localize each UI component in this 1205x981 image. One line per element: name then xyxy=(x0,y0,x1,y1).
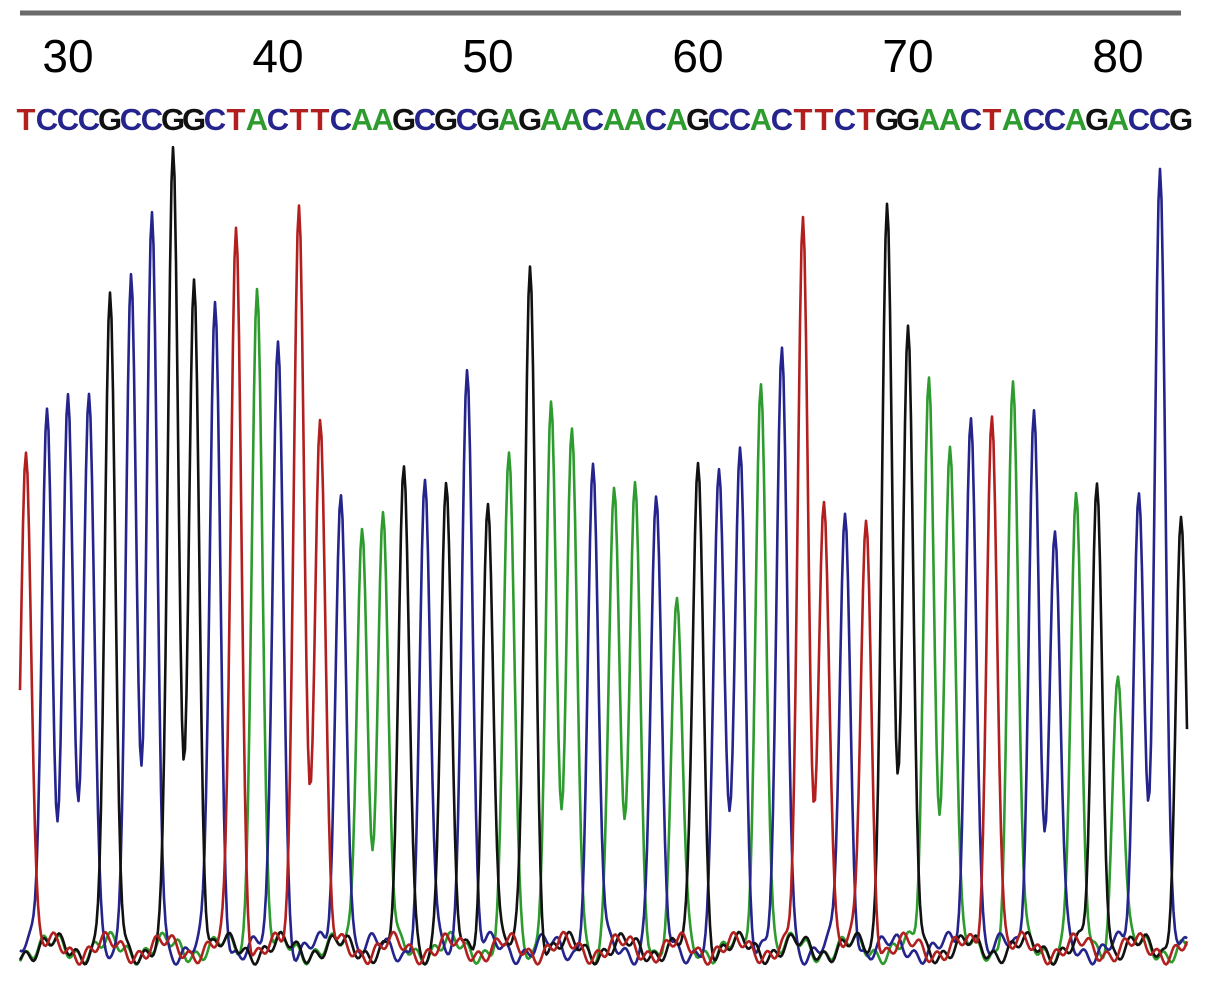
base-call: G xyxy=(896,102,920,137)
base-call: T xyxy=(857,102,876,137)
base-call: A xyxy=(372,102,394,137)
base-call: A xyxy=(498,102,520,137)
base-call: C xyxy=(960,102,982,137)
base-call: C xyxy=(582,102,604,137)
base-call: C xyxy=(78,102,100,137)
position-tick-label: 70 xyxy=(882,30,933,82)
base-call: T xyxy=(311,102,330,137)
base-call: C xyxy=(456,102,478,137)
base-call: G xyxy=(98,102,122,137)
base-call: A xyxy=(624,102,646,137)
base-call: G xyxy=(686,102,710,137)
base-call: C xyxy=(729,102,751,137)
base-call: A xyxy=(666,102,688,137)
base-call: T xyxy=(227,102,246,137)
base-call: C xyxy=(708,102,730,137)
base-call: T xyxy=(17,102,36,137)
base-call: C xyxy=(645,102,667,137)
position-tick-label: 60 xyxy=(672,30,723,82)
base-call: A xyxy=(918,102,940,137)
base-call: G xyxy=(161,102,185,137)
base-call: A xyxy=(750,102,772,137)
trace-line-T xyxy=(18,204,1189,966)
base-call: A xyxy=(246,102,268,137)
position-tick-label: 80 xyxy=(1092,30,1143,82)
base-call: T xyxy=(290,102,309,137)
base-call: C xyxy=(141,102,163,137)
base-call: C xyxy=(330,102,352,137)
trace-area xyxy=(18,145,1189,966)
base-call: A xyxy=(603,102,625,137)
base-call: G xyxy=(518,102,542,137)
position-tick-label: 40 xyxy=(252,30,303,82)
base-call: G xyxy=(392,102,416,137)
position-tick-label: 30 xyxy=(42,30,93,82)
base-call: C xyxy=(204,102,226,137)
base-call: A xyxy=(939,102,961,137)
base-call: C xyxy=(120,102,142,137)
base-call: G xyxy=(182,102,206,137)
base-call: C xyxy=(267,102,289,137)
base-call: C xyxy=(771,102,793,137)
base-call: A xyxy=(540,102,562,137)
base-call: G xyxy=(1085,102,1109,137)
base-call: C xyxy=(1044,102,1066,137)
base-call: G xyxy=(434,102,458,137)
base-call: C xyxy=(414,102,436,137)
base-call: A xyxy=(561,102,583,137)
position-ticks: 30 40 50 60 70 80 xyxy=(42,30,1143,82)
base-call: C xyxy=(36,102,58,137)
base-call: C xyxy=(1149,102,1171,137)
base-call: A xyxy=(351,102,373,137)
base-call: C xyxy=(57,102,79,137)
base-call: T xyxy=(794,102,813,137)
base-call: G xyxy=(1169,102,1193,137)
base-call: C xyxy=(834,102,856,137)
trace-line-G xyxy=(18,145,1189,966)
base-call: G xyxy=(476,102,500,137)
base-call: C xyxy=(1128,102,1150,137)
base-call: G xyxy=(875,102,899,137)
base-call: T xyxy=(983,102,1002,137)
base-call: A xyxy=(1002,102,1024,137)
base-call: A xyxy=(1065,102,1087,137)
base-call: A xyxy=(1107,102,1129,137)
base-call: T xyxy=(815,102,834,137)
position-tick-label: 50 xyxy=(462,30,513,82)
base-call: C xyxy=(1023,102,1045,137)
